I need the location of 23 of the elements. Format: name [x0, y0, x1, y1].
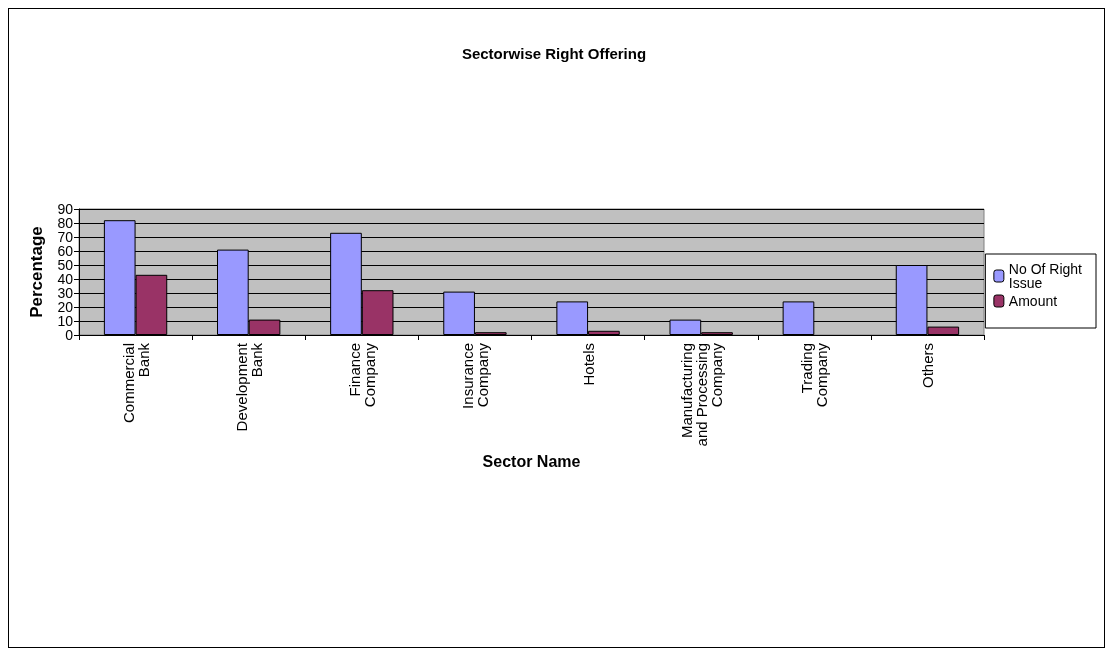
x-tick-label: Hotels: [579, 343, 597, 386]
legend-label: No Of Right Issue: [1008, 261, 1083, 291]
y-tick-label: 40: [57, 271, 74, 287]
chart-title: Sectorwise Right Offering: [461, 45, 647, 62]
y-tick-label: 70: [57, 229, 74, 245]
y-tick-label: 80: [57, 215, 74, 231]
x-tick-label: Manufacturing and Processing Company: [677, 342, 725, 447]
x-axis-title: Sector Name: [482, 452, 581, 470]
y-tick-label: 60: [57, 243, 74, 259]
y-tick-label: 20: [57, 299, 74, 315]
x-tick-label: Finance Company: [345, 342, 378, 408]
x-tick-label: Others: [918, 343, 936, 389]
y-tick-label: 10: [57, 313, 74, 329]
y-tick-label: 0: [65, 327, 74, 343]
y-tick-label: 90: [57, 201, 74, 217]
y-tick-label: 50: [57, 257, 74, 273]
x-tick-label: Development Bank: [232, 342, 265, 432]
x-tick-label: Trading Company: [798, 342, 831, 408]
x-tick-label: Commercial Bank: [119, 342, 152, 424]
legend-label: Amount: [1008, 293, 1058, 309]
y-axis-title: Percentage: [27, 226, 46, 318]
y-tick-label: 30: [57, 285, 74, 301]
x-tick-label: Insurance Company: [458, 342, 491, 409]
